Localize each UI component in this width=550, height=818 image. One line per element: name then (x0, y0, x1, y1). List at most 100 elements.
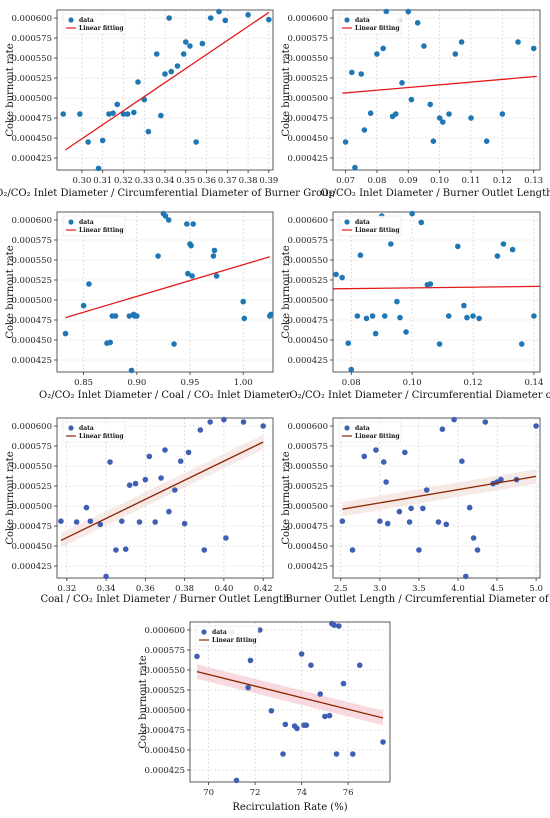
data-point (383, 479, 389, 485)
x-tick-label: 0.33 (135, 176, 154, 186)
y-tick-label: 0.000575 (287, 236, 328, 246)
legend-box (62, 215, 126, 237)
legend-box (338, 215, 402, 237)
data-point (380, 45, 386, 52)
y-axis-label: Coke burnout rate (5, 245, 16, 338)
data-point (427, 101, 434, 108)
x-tick-label: 0.13 (524, 176, 543, 186)
data-point (406, 519, 413, 525)
data-point (241, 315, 248, 322)
data-point (361, 127, 368, 133)
data-point (409, 210, 415, 217)
chart-panel-1: 0.30 0.31 0.32 0.33 0.34 0.35 0.36 0.37 0.38 0.39… (0, 8, 335, 199)
data-point (466, 504, 473, 511)
data-point (421, 43, 427, 49)
data-point (184, 221, 190, 227)
data-point (461, 302, 467, 309)
y-tick-label: 0.000450 (11, 336, 52, 346)
legend-label-fit: Linear fitting (355, 433, 400, 440)
x-tick-label: 0.12 (464, 378, 483, 388)
legend-label-fit: Linear fitting (355, 25, 400, 32)
data-point (247, 657, 254, 664)
data-point (380, 739, 386, 745)
chart-panel-3: 0.85 0.90 0.95 1.00 0.000425 0.000450 0.000475… (5, 210, 291, 401)
data-point (533, 423, 539, 429)
data-point (459, 458, 465, 465)
legend-label-fit: Linear fitting (79, 433, 124, 440)
data-points (333, 210, 537, 373)
data-point (110, 110, 116, 116)
data-point (132, 480, 139, 487)
data-point (245, 12, 251, 18)
y-tick-label: 0.000575 (287, 34, 328, 44)
data-point (171, 341, 177, 347)
x-tick-label: 2.5 (334, 584, 348, 594)
legend-marker-data (68, 425, 74, 431)
data-point (436, 341, 443, 347)
x-tick-label: 0.38 (239, 176, 258, 186)
data-point (162, 71, 168, 77)
plot-frame (332, 211, 541, 373)
x-tick-label: 0.95 (181, 378, 200, 388)
y-tick-label: 0.000425 (287, 356, 328, 366)
data-point (107, 459, 113, 465)
y-tick-label: 0.000525 (11, 276, 52, 286)
x-tick-label: 0.36 (197, 176, 216, 186)
y-tick-label: 0.000500 (287, 94, 328, 104)
data-point (358, 71, 365, 77)
x-tick-label: 0.32 (57, 584, 76, 594)
x-tick-label: 76 (343, 788, 354, 798)
y-tick-label: 0.000525 (287, 74, 328, 84)
gridlines (333, 212, 540, 372)
x-tick-label: 72 (250, 788, 261, 798)
legend-label-data: data (212, 629, 227, 636)
fit-line (332, 285, 541, 290)
data-point (185, 270, 191, 277)
y-tick-label: 0.000575 (11, 442, 52, 452)
data-point (119, 518, 125, 524)
data-point (97, 521, 103, 528)
data-point (106, 111, 112, 117)
fit-line (65, 256, 270, 319)
legend-label-data: data (355, 425, 370, 432)
y-tick-label: 0.000600 (11, 422, 52, 432)
data-point (126, 482, 133, 489)
data-point (280, 751, 286, 757)
data-point (367, 110, 374, 116)
legend-box (62, 421, 126, 443)
data-point (455, 243, 461, 250)
data-point (107, 339, 114, 346)
data-point (394, 298, 400, 305)
data-point (446, 111, 452, 117)
legend-label-data: data (79, 219, 94, 226)
data-point (165, 217, 172, 223)
y-tick-label: 0.000425 (287, 562, 328, 572)
data-point (462, 573, 469, 580)
data-point (476, 315, 482, 322)
plot-frame (332, 417, 541, 579)
y-tick-label: 0.000550 (11, 256, 52, 266)
data-point (451, 416, 457, 423)
y-tick-label: 0.000475 (287, 316, 328, 326)
data-point (418, 219, 425, 226)
y-tick-label: 0.000450 (11, 134, 52, 144)
data-point (112, 313, 119, 319)
y-tick-label: 0.000450 (287, 542, 328, 552)
data-point (396, 508, 403, 515)
data-point (452, 51, 459, 57)
data-point (458, 39, 465, 45)
x-tick-label: 0.90 (127, 378, 146, 388)
data-point (470, 313, 476, 319)
data-point (166, 508, 172, 515)
y-tick-label: 0.000450 (144, 746, 185, 756)
data-point (349, 547, 356, 553)
data-point (427, 281, 434, 287)
legend-label-fit: Linear fitting (212, 637, 257, 644)
y-tick-label: 0.000525 (11, 482, 52, 492)
data-point (408, 96, 415, 103)
x-axis-label: Coal / CO₂ Inlet Diameter / Burner Outle… (40, 594, 290, 605)
gridlines (333, 10, 540, 170)
y-tick-label: 0.000600 (287, 14, 328, 24)
